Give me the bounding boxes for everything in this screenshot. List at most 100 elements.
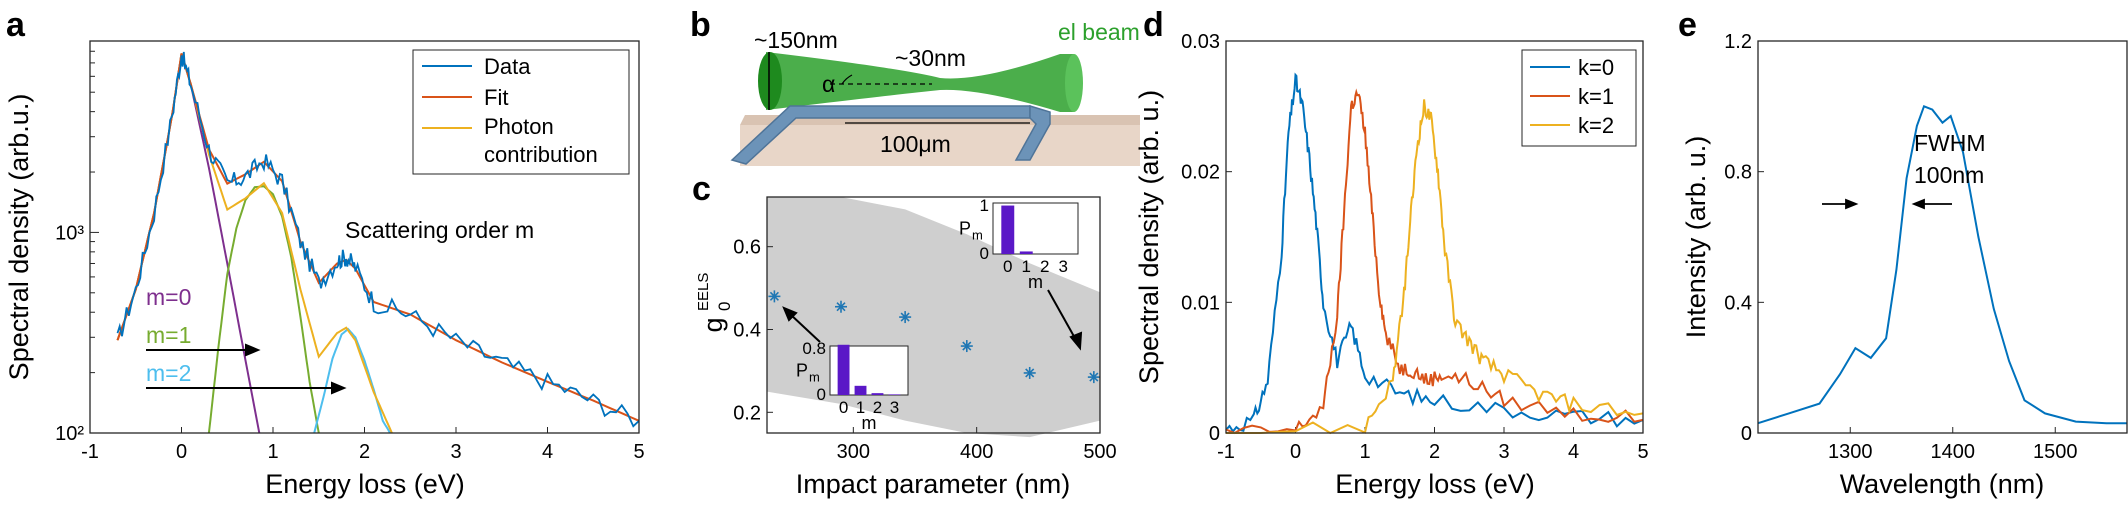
legend-box [412, 49, 630, 175]
series-k2 [1226, 99, 1644, 435]
inset-bar-m0 [837, 344, 850, 395]
panel-label-d: d [1143, 6, 1164, 44]
y-tick-label: 0.4 [1724, 292, 1752, 314]
panel-d: d -1 0 1 2 3 4 500.010.020.03 k=0 k=1 k=2 Ener… [1134, 6, 1649, 499]
inset-ylabel-sub: m [809, 370, 820, 385]
fwhm-arrow-left-head [1845, 198, 1859, 210]
panel-a-legend: Data Fit Photon contribution [412, 49, 630, 175]
series-m-2 [313, 327, 391, 434]
inset-x-tick: 0 [839, 398, 848, 417]
inset-ylabel: P [959, 219, 971, 239]
scatter-point [835, 300, 847, 313]
x-tick-label: 500 [1083, 441, 1116, 463]
x-tick-label: 1300 [1828, 441, 1873, 463]
arrow-to-first-point-head [782, 306, 798, 322]
y-tick-label: 1.2 [1724, 31, 1752, 53]
y-tick-label: 0.2 [733, 402, 761, 424]
star-stroke [1089, 372, 1099, 382]
legend-label-data: Data [484, 54, 531, 79]
x-tick-label: 1 [267, 441, 278, 463]
star-stroke [1025, 368, 1035, 378]
arrow-m1-head [245, 343, 261, 357]
panel-e-ylabel: Intensity (arb. u.) [1681, 136, 1711, 339]
x-tick-label: 0 [1290, 441, 1301, 463]
x-tick-label: -1 [81, 441, 99, 463]
x-tick-label: 2 [1429, 441, 1440, 463]
panel-e: e 1300 1400 1500 0 0.4 0.8 1.2 FWHM 100nm Wave… [1678, 6, 2128, 499]
electron-beam [766, 52, 1074, 112]
x-tick-label: 0 [176, 441, 187, 463]
beam-end-left [758, 52, 782, 110]
beam-end-right [1065, 54, 1083, 112]
x-tick-label: 400 [960, 441, 993, 463]
label-alpha: α [822, 71, 835, 97]
inset-y-tick: 0 [817, 385, 826, 404]
panel-d-legend: k=0 k=1 k=2 [1521, 49, 1637, 147]
x-tick-label: 3 [1498, 441, 1509, 463]
inset-ylabel: P [796, 361, 808, 381]
scatter-point [960, 340, 973, 353]
inset-bottom: 0 1 2 30.80P mm [796, 339, 909, 433]
arrow-m2-head [331, 381, 347, 395]
inset-x-tick: 1 [1022, 257, 1031, 276]
y-tick-label: 0.4 [733, 319, 761, 341]
scattering-order-annotation: Scattering order m [345, 217, 534, 243]
y-tick-label: 0.6 [733, 237, 761, 259]
scatter-point [1023, 366, 1036, 379]
x-tick-label: 5 [633, 441, 644, 463]
y-tick-label: 0.03 [1181, 31, 1220, 53]
inset-y-tick: 0.8 [802, 339, 826, 358]
fwhm-arrows [1822, 198, 1952, 210]
series-spectrum [1757, 104, 2127, 425]
series-k0 [1225, 72, 1644, 434]
panel-c-ylabel-main: g [698, 317, 728, 332]
star-stroke [962, 341, 972, 351]
series-k1 [1225, 88, 1644, 435]
inset-y-tick: 0 [980, 244, 989, 263]
y-tick-label: 0 [1209, 423, 1220, 445]
order-label-m2: m=2 [146, 360, 191, 386]
star-stroke [900, 312, 910, 322]
x-tick-label: -1 [1217, 441, 1235, 463]
fwhm-value: 100nm [1914, 162, 1984, 188]
series-data [116, 51, 640, 428]
y-tick-label: 10³ [55, 222, 84, 244]
label-width-top: ~150nm [754, 27, 838, 53]
panel-e-series [1757, 104, 2127, 425]
panel-c-xlabel: Impact parameter (nm) [796, 469, 1071, 499]
series-m-1 [207, 185, 320, 434]
fwhm-arrow-right-head [1911, 198, 1925, 210]
panel-d-frame [1225, 40, 1644, 434]
y-tick-label: 0.01 [1181, 292, 1220, 314]
legend-label-photon: Photon [484, 114, 554, 139]
inset-x-tick: 3 [1058, 257, 1067, 276]
scatter-point [899, 311, 912, 324]
legend-label-fit: Fit [484, 85, 508, 110]
panel-label-a: a [6, 6, 26, 44]
panel-a-frame [89, 40, 640, 434]
y-tick-label: 10² [55, 423, 84, 445]
arrow-to-last-point-head [1069, 331, 1083, 351]
panel-c-frame [766, 196, 1101, 434]
legend-label-k1: k=1 [1578, 84, 1614, 109]
inset-x-tick: 2 [1040, 257, 1049, 276]
x-tick-label: 5 [1637, 441, 1648, 463]
label-el-beam: el beam [1058, 19, 1140, 45]
x-tick-label: 1500 [2033, 441, 2078, 463]
inset-xlabel: m [1028, 272, 1043, 292]
inset-y-tick: 1 [980, 196, 989, 215]
order-label-m0: m=0 [146, 284, 191, 310]
panel-b: b ~150nm ~30nm el beam α 100μm [690, 6, 1140, 166]
panel-label-e: e [1678, 6, 1697, 44]
inset-bar-m1 [854, 385, 867, 395]
panel-a-axes: -1 0 1 2 3 4 5 10² 10³ [55, 40, 645, 463]
x-tick-label: 1 [1359, 441, 1370, 463]
x-tick-label: 2 [359, 441, 370, 463]
panel-d-series [1225, 72, 1644, 435]
y-tick-label: 0.02 [1181, 162, 1220, 184]
x-tick-label: 1400 [1931, 441, 1976, 463]
panel-e-frame [1757, 40, 2128, 434]
label-length: 100μm [880, 131, 951, 157]
